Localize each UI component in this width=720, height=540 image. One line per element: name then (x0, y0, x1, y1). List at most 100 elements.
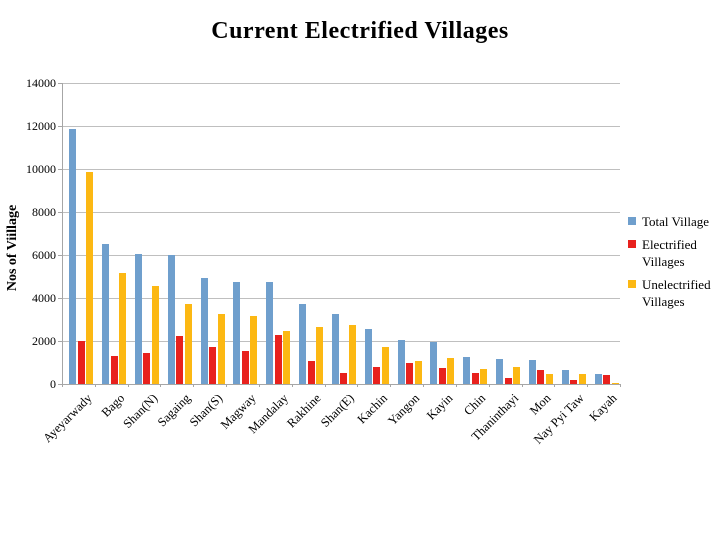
y-tick-label: 8000 (32, 205, 56, 219)
x-tick (390, 384, 392, 387)
bar (184, 304, 192, 384)
bar (86, 172, 94, 384)
bar (496, 359, 504, 384)
bar (438, 367, 446, 384)
gridline (62, 298, 620, 299)
x-axis-label: Kachin (354, 391, 390, 427)
y-tick-label: 0 (50, 377, 56, 391)
bar (545, 374, 553, 384)
bar (316, 327, 324, 384)
bar (233, 281, 241, 384)
y-tick-label: 12000 (26, 119, 56, 133)
legend-item: Total Village (628, 213, 718, 230)
legend-marker-icon (628, 240, 636, 248)
bar (331, 314, 339, 384)
bar (447, 358, 455, 384)
x-tick (324, 384, 326, 387)
bar (603, 374, 610, 384)
bar (217, 314, 225, 384)
y-tick (58, 83, 62, 84)
y-tick-label: 6000 (32, 248, 56, 262)
bar (513, 366, 521, 384)
bar (151, 286, 159, 384)
bar (134, 253, 142, 384)
bar (480, 368, 488, 384)
x-axis-label: Bago (98, 391, 128, 420)
x-tick (160, 384, 162, 387)
legend: Total Village Electrified Villages Unelect… (628, 213, 718, 316)
y-tick (58, 255, 62, 256)
bar (570, 379, 578, 384)
bar (414, 361, 422, 384)
bar (537, 370, 545, 384)
bar (176, 335, 184, 384)
legend-label: Unelectrified Villages (642, 277, 711, 309)
x-axis-label: Kayin (423, 391, 456, 423)
gridline (62, 126, 620, 127)
bar (77, 341, 85, 384)
x-tick (291, 384, 293, 387)
x-axis-label: Ayeyarwady (39, 391, 95, 446)
y-tick (58, 341, 62, 342)
bar (561, 370, 569, 384)
x-tick (488, 384, 490, 387)
bar (504, 377, 512, 384)
bar (69, 129, 77, 384)
bar (528, 360, 536, 384)
y-tick (58, 169, 62, 170)
bar (406, 362, 414, 384)
x-axis-label: Sagaing (154, 391, 193, 430)
legend-label: Electrified Villages (642, 237, 697, 269)
legend-item: Electrified Villages (628, 236, 718, 270)
bar (381, 347, 389, 384)
y-tick (58, 298, 62, 299)
bar (340, 373, 348, 384)
x-tick (258, 384, 260, 387)
bar (283, 331, 291, 384)
legend-marker-icon (628, 217, 636, 225)
x-axis-label: Shan(N) (120, 391, 160, 431)
bar (364, 329, 372, 384)
bar (250, 316, 258, 384)
legend-label: Total Village (642, 214, 710, 229)
x-tick (521, 384, 523, 387)
x-axis-label: Mon (527, 391, 554, 418)
y-tick-label: 2000 (32, 334, 56, 348)
bar (119, 273, 127, 384)
x-tick (620, 384, 621, 387)
bar (471, 373, 479, 384)
bar (373, 366, 381, 384)
y-tick (58, 212, 62, 213)
x-tick (127, 384, 129, 387)
gridline (62, 83, 620, 84)
bar (594, 374, 602, 384)
x-tick (423, 384, 425, 387)
x-tick (357, 384, 359, 387)
bar (299, 304, 307, 384)
gridline (62, 255, 620, 256)
x-tick (554, 384, 556, 387)
y-tick-label: 4000 (32, 291, 56, 305)
gridline (62, 212, 620, 213)
x-axis-label: Yangon (385, 391, 423, 429)
bar (463, 357, 471, 384)
x-tick (193, 384, 195, 387)
bar (348, 324, 356, 384)
y-tick-label: 14000 (26, 76, 56, 90)
bar (266, 281, 274, 384)
x-axis-label: Chin (461, 391, 489, 419)
bar (241, 350, 249, 384)
x-axis-label: Kayah (586, 391, 620, 424)
legend-item: Unelectrified Villages (628, 276, 718, 310)
y-tick-label: 10000 (26, 162, 56, 176)
gridline (62, 341, 620, 342)
bar (397, 339, 405, 384)
bar (167, 255, 175, 384)
x-tick (94, 384, 96, 387)
bar (209, 347, 217, 384)
legend-marker-icon (628, 280, 636, 288)
x-axis-label: Rakhine (284, 391, 324, 431)
x-axis-label: Shan(E) (317, 391, 357, 430)
